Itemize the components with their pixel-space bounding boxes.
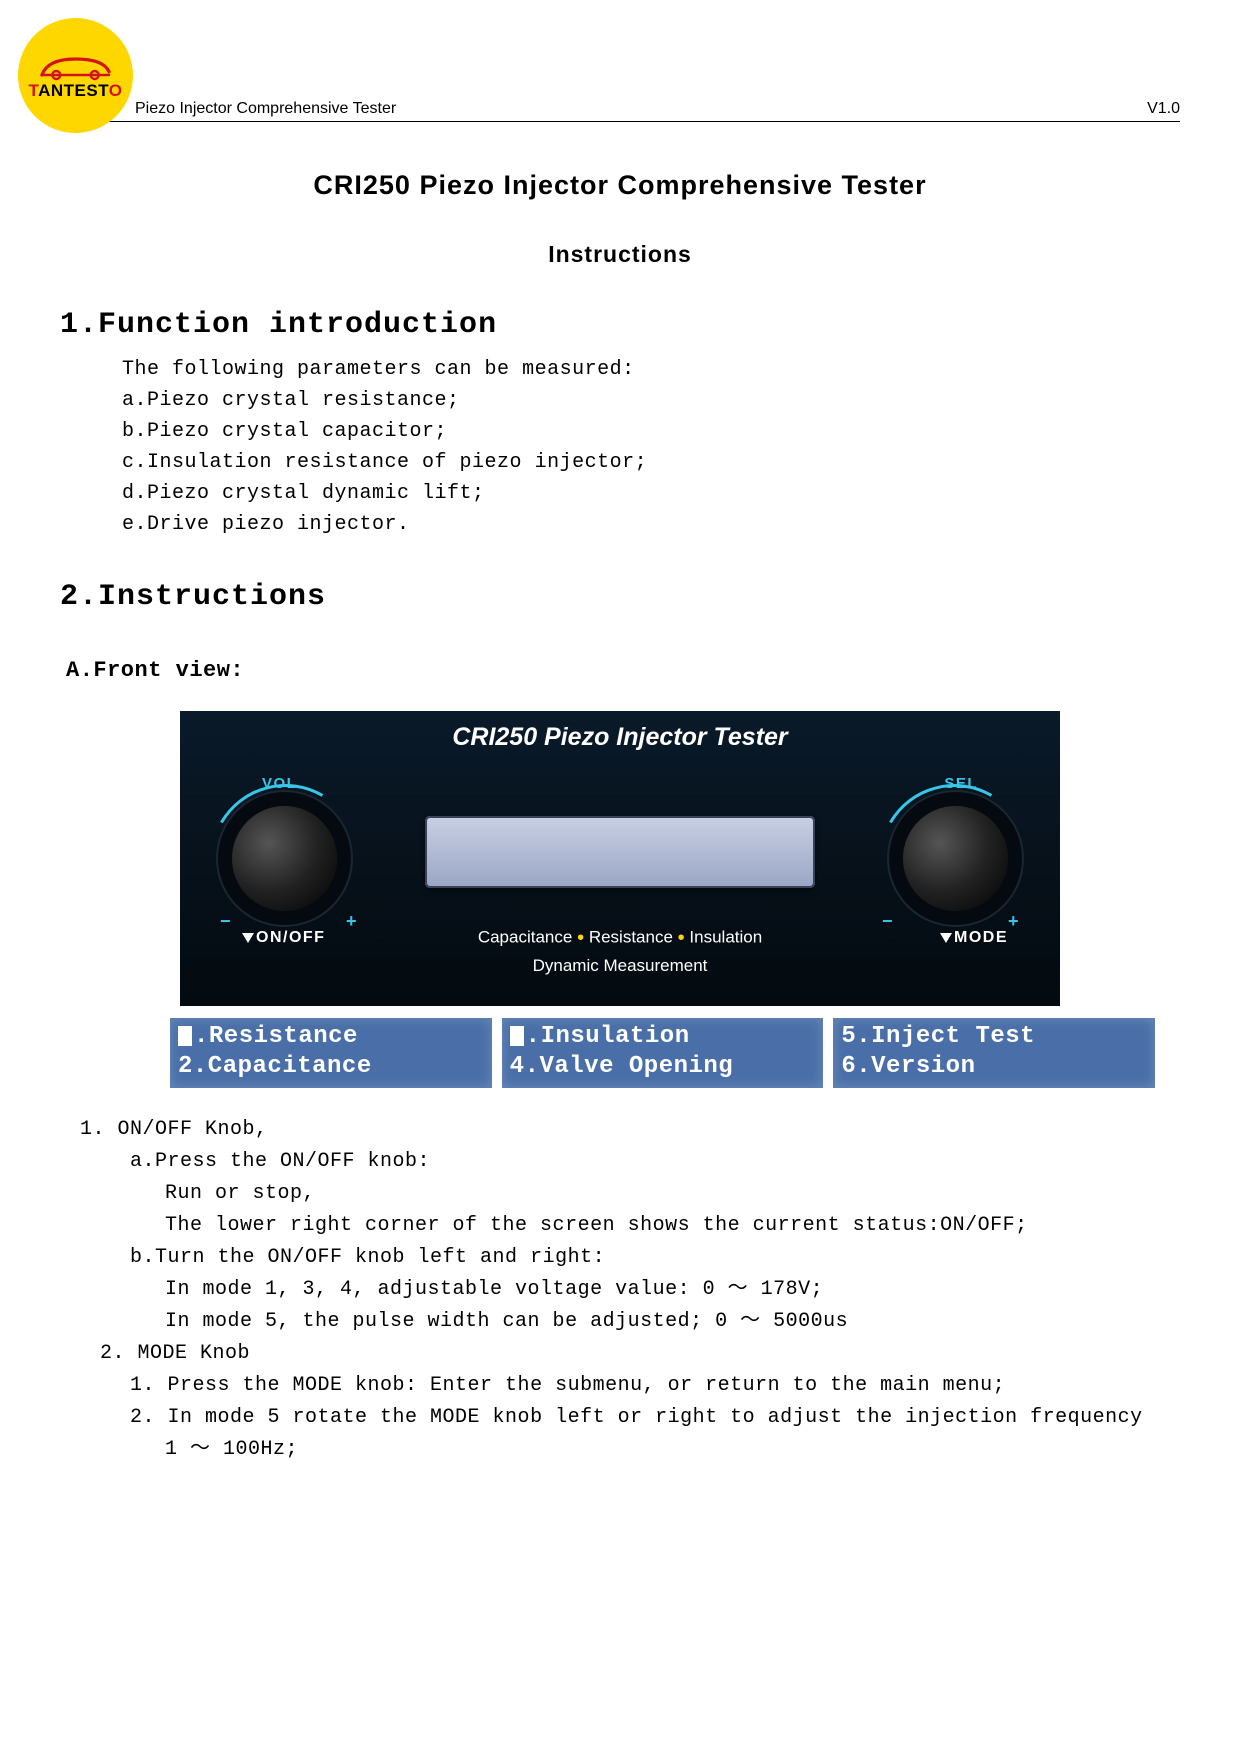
device-title: CRI250 Piezo Injector Tester [180, 723, 1060, 752]
logo-text: TANTESTO [28, 81, 122, 101]
down-arrow-icon [940, 933, 952, 943]
section-1-heading: 1.Function introduction [60, 308, 1180, 342]
section-2-heading: 2.Instructions [60, 580, 1180, 614]
section-1-item: c.Insulation resistance of piezo injecto… [122, 447, 1180, 478]
car-icon [33, 51, 118, 83]
op-item: 1. Press the MODE knob: Enter the submen… [130, 1370, 1180, 1402]
op-item: 2. MODE Knob [100, 1338, 1180, 1370]
cursor-icon [178, 1026, 192, 1046]
section-1-item: d.Piezo crystal dynamic lift; [122, 478, 1180, 509]
op-item: 1. ON/OFF Knob, [80, 1114, 1180, 1146]
device-caption: Capacitance • Resistance • Insulation Dy… [400, 923, 840, 979]
op-item: In mode 5, the pulse width can be adjust… [165, 1306, 1180, 1338]
section-1-intro: The following parameters can be measured… [122, 354, 1180, 385]
section-1-body: The following parameters can be measured… [122, 354, 1180, 540]
section-1-item: a.Piezo crystal resistance; [122, 385, 1180, 416]
onoff-knob[interactable] [232, 806, 337, 911]
section-1-item: b.Piezo crystal capacitor; [122, 416, 1180, 447]
plus-icon: + [1008, 911, 1020, 932]
op-item: In mode 1, 3, 4, adjustable voltage valu… [165, 1274, 1180, 1306]
down-arrow-icon [242, 933, 254, 943]
label-onoff: ON/OFF [242, 929, 325, 947]
label-vol: VOL [262, 775, 297, 792]
device-panel: CRI250 Piezo Injector Tester VOL SEL − +… [180, 711, 1060, 1006]
device-front-view: CRI250 Piezo Injector Tester VOL SEL − +… [180, 711, 1060, 1006]
op-item: 1 ～ 100Hz; [165, 1434, 1180, 1466]
logo: TANTESTO [18, 18, 133, 133]
minus-icon: − [882, 911, 894, 932]
label-sel: SEL [944, 775, 978, 792]
section-2a-heading: A.Front view: [66, 658, 1180, 683]
plus-icon: + [346, 911, 358, 932]
mode-knob[interactable] [903, 806, 1008, 911]
menu-box-3: 5.Inject Test6.Version [833, 1018, 1155, 1088]
minus-icon: − [220, 911, 232, 932]
menu-box-1: .Resistance2.Capacitance [170, 1018, 492, 1088]
header-title: Piezo Injector Comprehensive Tester [135, 100, 396, 118]
label-mode: MODE [940, 929, 1008, 947]
cursor-icon [510, 1026, 524, 1046]
lcd-screen [425, 816, 815, 888]
op-item: The lower right corner of the screen sho… [165, 1210, 1180, 1242]
header-version: V1.0 [1147, 100, 1180, 118]
menu-box-2: .Insulation4.Valve Opening [502, 1018, 824, 1088]
operation-list: 1. ON/OFF Knob, a.Press the ON/OFF knob:… [60, 1114, 1180, 1466]
op-item: a.Press the ON/OFF knob: [130, 1146, 1180, 1178]
page-header: Piezo Injector Comprehensive Tester V1.0 [60, 100, 1180, 122]
op-item: b.Turn the ON/OFF knob left and right: [130, 1242, 1180, 1274]
page-subtitle: Instructions [60, 241, 1180, 268]
op-item: Run or stop, [165, 1178, 1180, 1210]
page-title: CRI250 Piezo Injector Comprehensive Test… [60, 170, 1180, 201]
section-1-item: e.Drive piezo injector. [122, 509, 1180, 540]
menu-strip: .Resistance2.Capacitance .Insulation4.Va… [170, 1018, 1155, 1088]
op-item: 2. In mode 5 rotate the MODE knob left o… [130, 1402, 1180, 1434]
